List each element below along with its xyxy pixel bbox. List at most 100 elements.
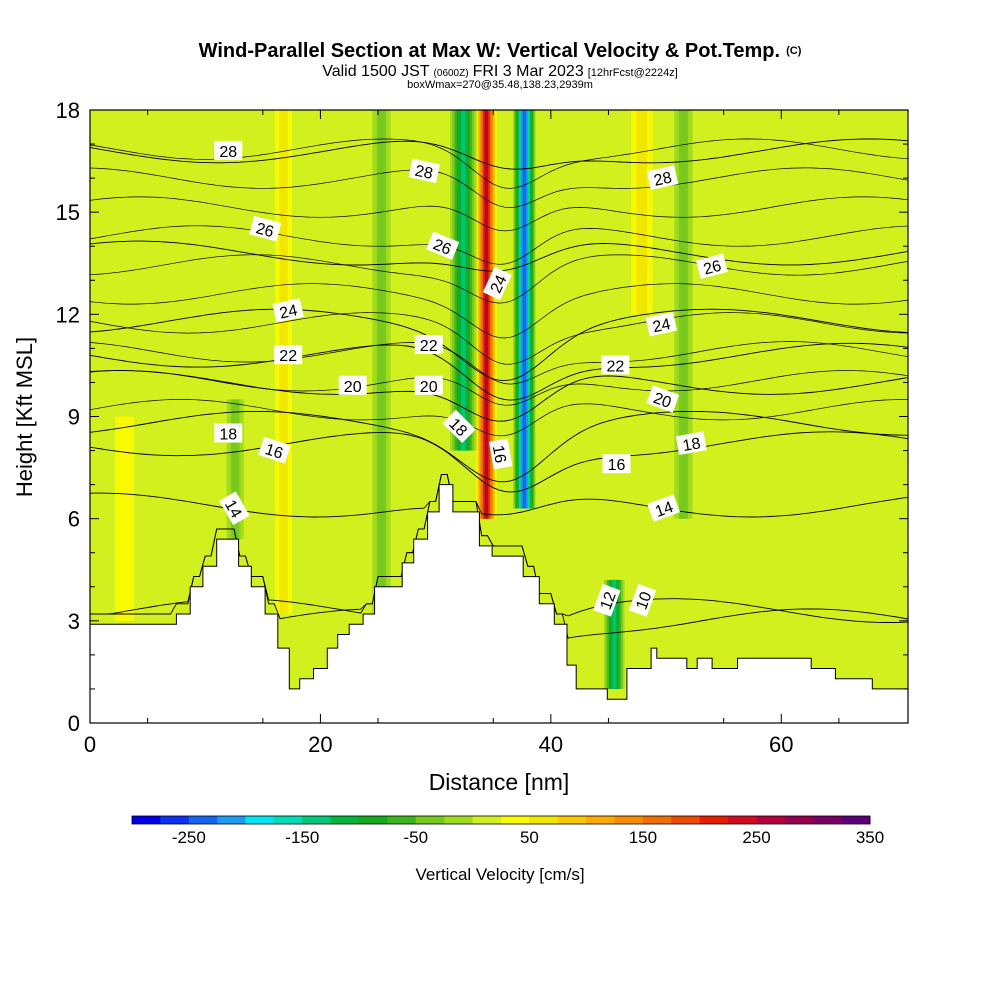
colorbar-swatch (784, 816, 814, 824)
velocity-band (119, 416, 130, 621)
velocity-band (681, 110, 685, 519)
theta-contour-line (90, 312, 908, 365)
contour-label: 14 (647, 494, 681, 522)
colorbar-tick-label: 50 (520, 828, 539, 847)
contour-label-text: 20 (420, 379, 438, 396)
contour-label: 12 (593, 583, 621, 617)
colorbar-swatch (841, 816, 871, 824)
chart-title-main: Wind-Parallel Section at Max W: Vertical… (199, 40, 780, 62)
terrain (90, 484, 908, 723)
colorbar-swatch (132, 816, 161, 824)
colorbar-tick-label: -250 (172, 828, 206, 847)
contour-label-text: 18 (681, 435, 702, 455)
contour-label-box (408, 158, 440, 184)
colorbar-swatch (614, 816, 644, 824)
contour-label: 24 (272, 298, 304, 323)
velocity-band (484, 110, 489, 519)
contour-label-box (258, 436, 291, 464)
contour-label-text: 24 (488, 273, 511, 296)
colorbar-swatch (813, 816, 843, 824)
contour-label: 18 (675, 431, 707, 455)
contour-label: 16 (489, 438, 513, 470)
velocity-band (461, 110, 466, 451)
contour-label-text: 28 (413, 163, 434, 183)
theta-contour-line (90, 473, 908, 639)
contour-label: 14 (219, 491, 250, 526)
velocity-band (522, 110, 527, 509)
colorbar-swatch (557, 816, 587, 824)
contour-label-box (601, 355, 630, 375)
colorbar-frame (131, 815, 871, 825)
contour-label: 22 (274, 345, 303, 365)
axes: 0 20 40 60 0 3 6 9 12 15 18 (56, 98, 908, 757)
colorbar-swatch (387, 816, 417, 824)
colorbar-swatch (501, 816, 530, 824)
contour-label: 28 (214, 140, 243, 161)
contour-label-text: 12 (598, 590, 620, 613)
velocity-feature (450, 110, 477, 451)
subtitle-valid: Valid 1500 JST (322, 63, 430, 80)
x-axis-title: Distance [nm] (429, 769, 570, 795)
x-tick-label: 20 (308, 732, 332, 757)
colorbar-swatch (160, 816, 190, 824)
contour-label-box (426, 231, 460, 260)
y-tick-label: 0 (68, 711, 80, 736)
contour-label: 26 (249, 215, 282, 242)
colorbar-swatch (756, 816, 786, 824)
contour-label: 22 (601, 355, 630, 375)
chart-title: Wind-Parallel Section at Max W: Vertical… (199, 40, 802, 62)
contour-label-box (249, 215, 282, 242)
theta-contour-line (90, 167, 908, 208)
theta-contour-line (90, 341, 908, 385)
contour-label-box (695, 253, 728, 280)
contour-label: 20 (646, 385, 680, 413)
contour-label-text: 26 (431, 236, 454, 258)
contour-label-text: 14 (221, 497, 245, 521)
contour-label-text: 28 (219, 144, 237, 161)
x-tick-label: 60 (769, 732, 793, 757)
contour-label-text: 18 (219, 427, 237, 444)
y-tick-label: 9 (68, 405, 80, 430)
contour-label: 26 (695, 253, 728, 280)
theta-contour-line (90, 225, 908, 265)
velocity-feature (95, 416, 154, 621)
colorbar-swatch (472, 816, 502, 824)
chart-subtitle: Valid 1500 JST (0600Z) FRI 3 Mar 2023 [12hr… (322, 63, 678, 80)
velocity-feature (674, 110, 693, 519)
contour-label-text: 26 (254, 220, 276, 241)
contour-label-box (442, 409, 476, 443)
contour-label: 10 (628, 583, 657, 617)
contour-label-text: 28 (652, 169, 673, 189)
y-tick-label: 12 (56, 302, 80, 327)
contour-label: 28 (408, 158, 440, 184)
theta-contour-line (90, 342, 908, 401)
theta-contour-line (90, 254, 908, 304)
contour-label-box (338, 375, 367, 395)
colorbar: -250 -150 -50 50 150 250 350 (131, 815, 884, 847)
colorbar-swatch (330, 816, 360, 824)
colorbar-swatch (586, 816, 615, 824)
y-tick-label: 6 (68, 507, 80, 532)
subtitle-utc: (0600Z) (434, 68, 469, 79)
colorbar-swatch (728, 816, 757, 824)
theta-contour-line (90, 410, 908, 483)
contour-label: 22 (414, 335, 443, 355)
y-axis-title: Height [Kft MSL] (12, 337, 37, 497)
colorbar-swatch (359, 816, 388, 824)
colorbar-swatch (188, 816, 218, 824)
y-tick-label: 15 (56, 200, 80, 225)
subtitle-forecast: [12hrFcst@2224z] (588, 67, 678, 79)
chart-box-info: boxWmax=270@35.48,138.23,2939m (407, 79, 593, 91)
colorbar-swatch (273, 816, 303, 824)
contour-label-box (272, 298, 304, 323)
theta-contour-line (90, 283, 908, 339)
contour-label-text: 22 (420, 338, 438, 355)
contour-label: 20 (338, 375, 367, 396)
theta-contour-line (90, 138, 908, 170)
theta-contour-line (90, 196, 908, 232)
colorbar-swatch (642, 816, 672, 824)
contour-label-text: 14 (653, 499, 676, 521)
